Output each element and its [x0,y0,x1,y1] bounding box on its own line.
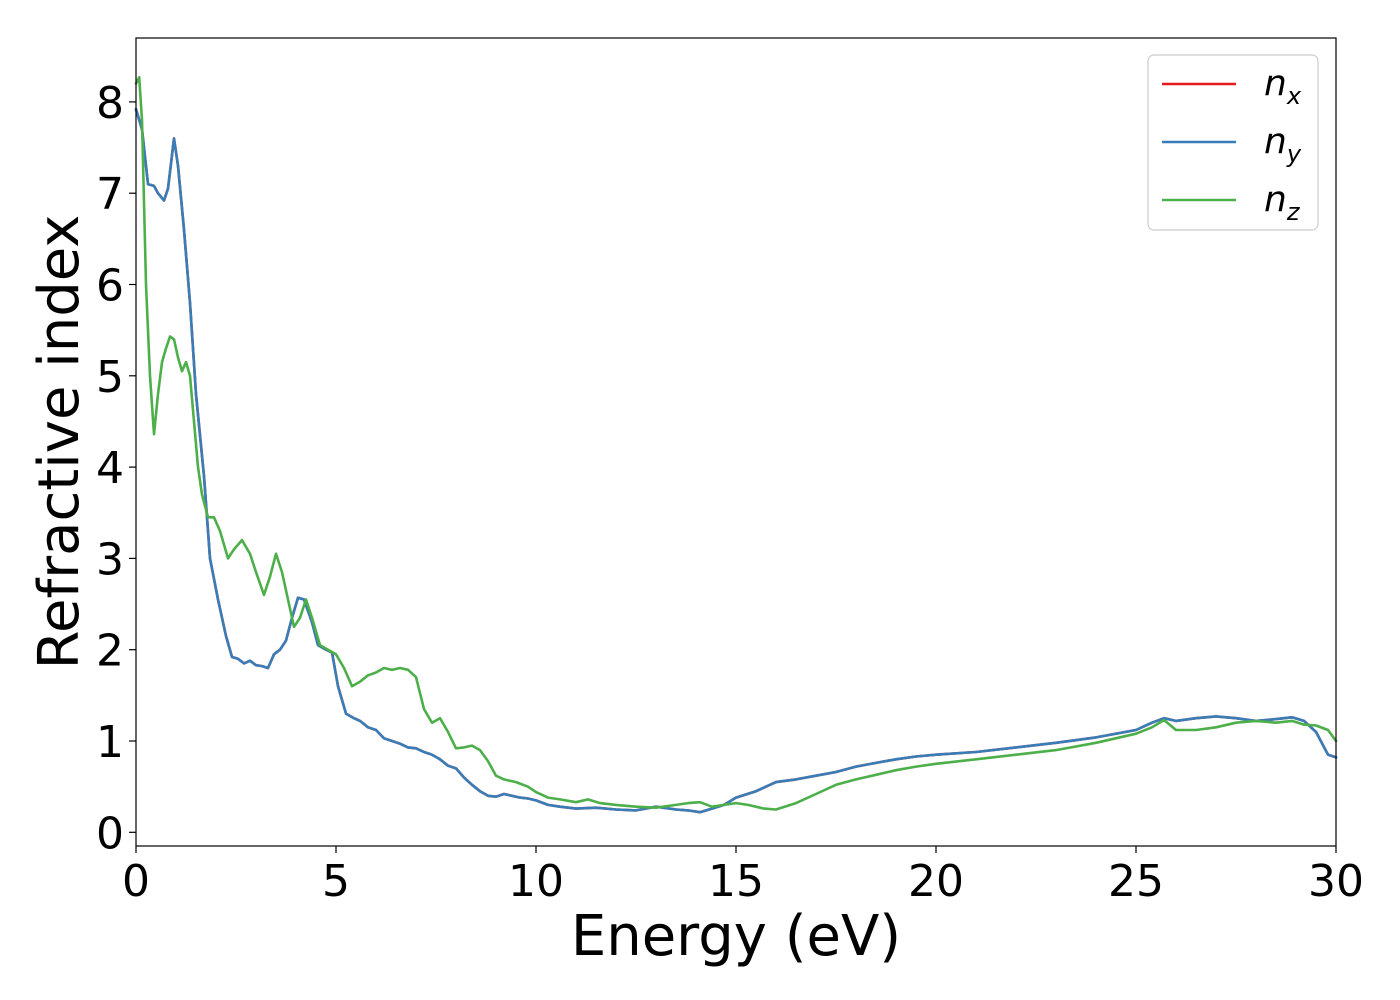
y-tick-label: 4 [96,443,124,494]
x-tick-label: 5 [322,856,350,907]
x-tick-label: 0 [122,856,150,907]
legend-label-n-z: nz [1264,179,1301,226]
series-line-n-z [134,76,1338,811]
x-tick-label: 10 [508,856,564,907]
y-axis-ticks: 0 1 2 3 4 5 6 7 8 [96,78,136,859]
plot-area [134,76,1338,814]
legend-label-n-x: nx [1264,63,1302,110]
x-tick-label: 20 [908,856,964,907]
x-tick-label: 15 [708,856,764,907]
y-tick-label: 8 [96,78,124,129]
legend: nx ny nz [1147,54,1319,231]
legend-label-n-y: ny [1264,121,1302,168]
y-tick-label: 2 [96,626,124,677]
x-axis-label: Energy (eV) [571,904,901,969]
y-tick-label: 7 [96,169,124,220]
y-tick-label: 0 [96,808,124,859]
series-line-n-y [134,107,1338,814]
x-tick-label: 30 [1308,856,1364,907]
y-tick-label: 5 [96,352,124,403]
y-axis-label: Refractive index [27,215,92,670]
y-tick-label: 6 [96,261,124,312]
x-axis-ticks: 0 5 10 15 20 25 30 [122,846,1364,907]
x-tick-label: 25 [1108,856,1164,907]
legend-entries: nx ny nz [1162,63,1302,226]
y-tick-label: 3 [96,534,124,585]
y-tick-label: 1 [96,717,124,768]
